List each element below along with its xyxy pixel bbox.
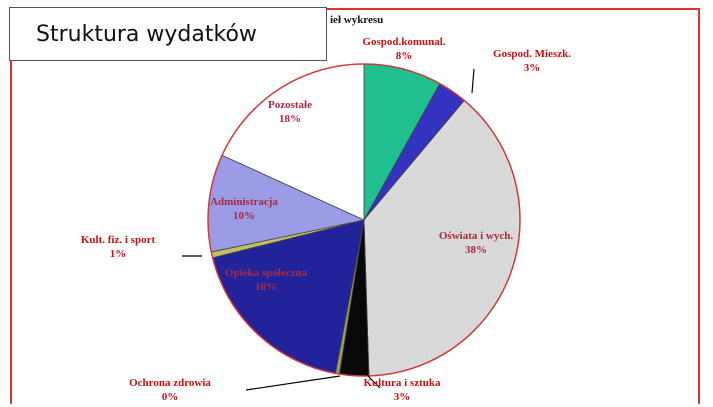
slice-label: Kult. fiz. i sport — [81, 234, 156, 246]
slice-label: Opieka społeczna — [225, 267, 308, 279]
slice-value-label: 18% — [279, 113, 301, 125]
slice-value-label: 1% — [110, 248, 127, 260]
slice-label: Gospod. Mieszk. — [493, 48, 571, 60]
slice-value-label: 0% — [162, 391, 179, 403]
slice-value-label: 38% — [465, 244, 487, 256]
slice-value-label: 10% — [233, 210, 255, 222]
slice-label: Gospod.komunal. — [362, 36, 445, 48]
slice-label: Oświata i wych. — [439, 230, 514, 242]
slice-value-label: 3% — [394, 391, 411, 403]
leader-line — [471, 68, 475, 94]
pie-slices — [207, 63, 521, 377]
slice-label: Pozostałe — [268, 99, 312, 111]
leader-lines — [182, 68, 475, 391]
slice-value-label: 8% — [396, 50, 413, 62]
slice-label: Administracja — [210, 196, 278, 208]
leader-line — [365, 373, 381, 389]
leader-line — [245, 375, 341, 391]
slide-title-text: Struktura wydatków — [36, 21, 257, 47]
slice-value-label: 3% — [524, 62, 541, 74]
slice-label: Kultura i sztuka — [363, 377, 441, 389]
slide-frame — [10, 8, 700, 404]
slice-value-label: 18% — [255, 281, 277, 293]
slice-label: Ochrona zdrowia — [129, 377, 211, 389]
pie-outline — [207, 63, 521, 377]
slide-title: Struktura wydatków — [9, 7, 327, 61]
chart-header-fragment: ieł wykresu — [330, 14, 384, 26]
slice-labels: Gospod.komunal. 8% Gospod. Mieszk. 3% Oświat… — [81, 36, 571, 403]
